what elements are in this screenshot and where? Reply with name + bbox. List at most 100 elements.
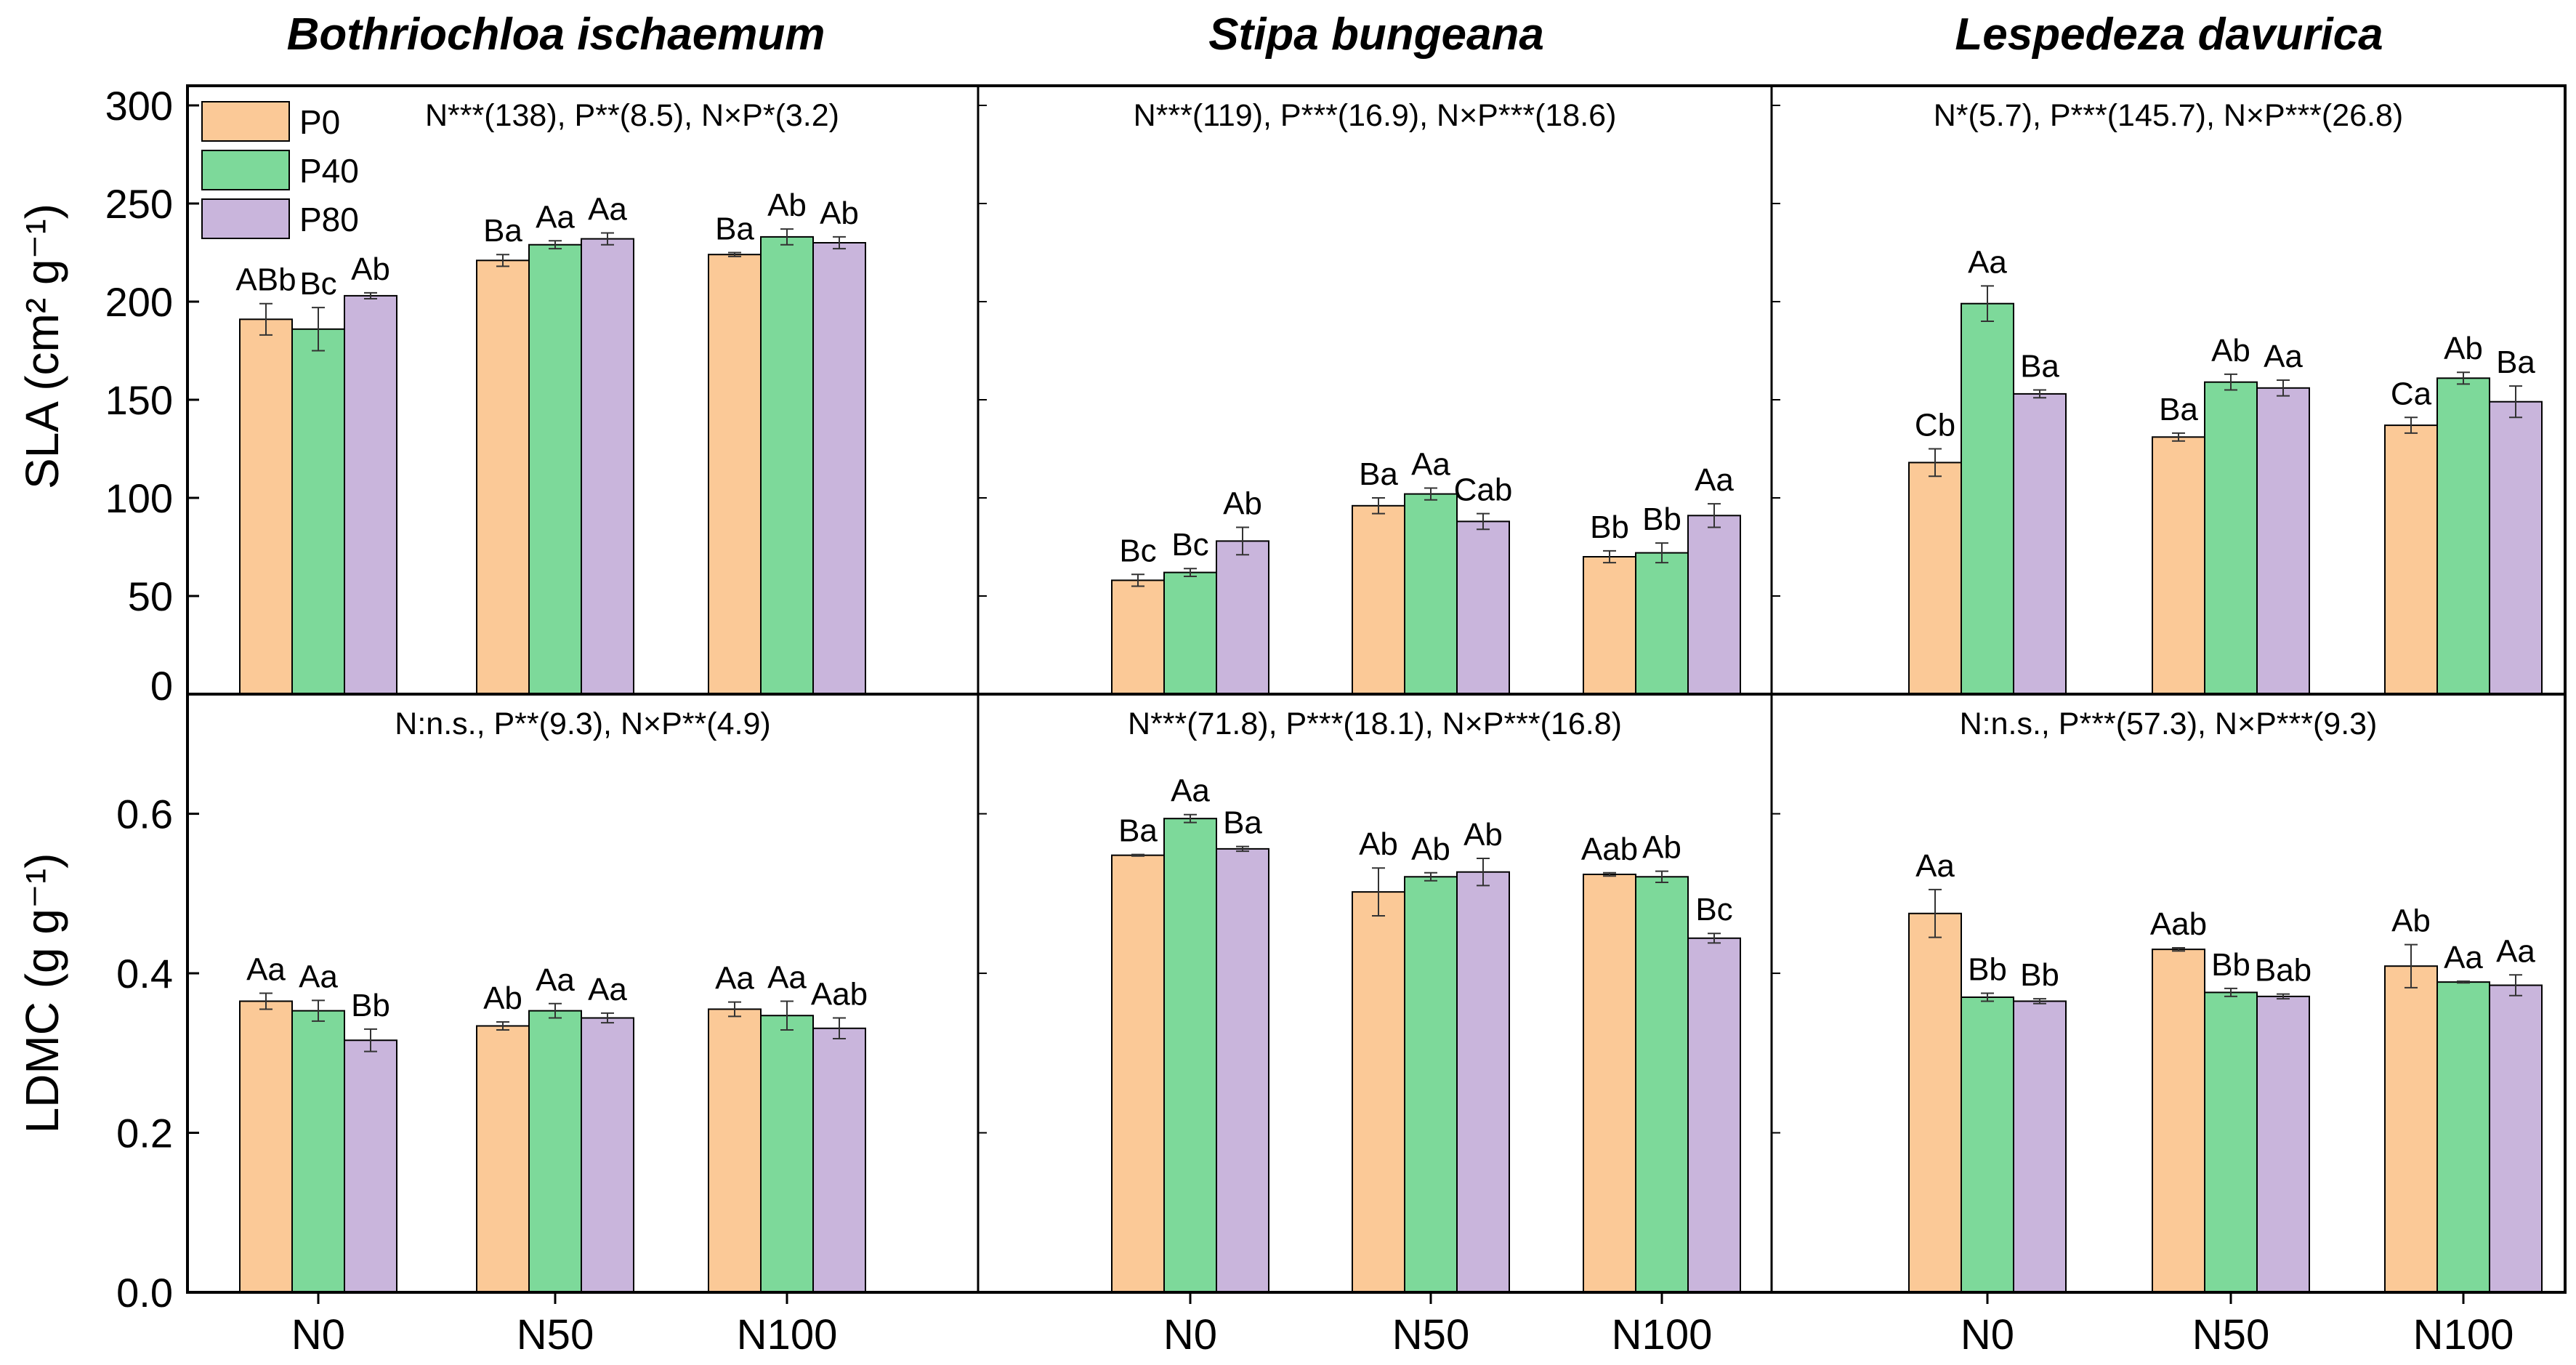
bar <box>291 328 345 695</box>
x-tick-label: N100 <box>1612 1311 1713 1358</box>
bar <box>1908 462 1962 696</box>
bar <box>1456 520 1510 696</box>
bar <box>2013 392 2067 696</box>
bar <box>812 242 866 695</box>
significance-letter: Ba <box>1359 456 1398 492</box>
significance-letter: Ab <box>351 251 390 287</box>
bar <box>1687 515 1741 695</box>
significance-letter: Ab <box>767 188 807 223</box>
significance-letter: ABb <box>235 262 296 298</box>
bar <box>528 1010 582 1294</box>
panel-title: Bothriochloa ischaemum <box>287 9 825 60</box>
significance-letter: Aa <box>588 972 627 1007</box>
bar <box>2384 424 2438 695</box>
significance-letter: Ba <box>2159 392 2198 427</box>
significance-letter: Aab <box>811 977 868 1012</box>
panel-sla-3: Cb Aa Ba Ba Ab Aa Ca Ab Ba N*(5.7), P***(145.7), … <box>1908 98 2543 696</box>
x-tick-label: N0 <box>1961 1311 2014 1358</box>
significance-letter: Ba <box>483 213 522 249</box>
panel-title: Stipa bungeana <box>1208 9 1544 60</box>
bar <box>2204 991 2258 1294</box>
y-tick-label: 0.6 <box>116 792 173 837</box>
y-axis-label: LDMC (g g⁻¹) <box>16 853 68 1134</box>
y-tick-label: 300 <box>105 83 173 129</box>
bar <box>1216 540 1269 696</box>
x-tick-label: N100 <box>2413 1311 2514 1358</box>
significance-letter: Aab <box>1581 832 1638 867</box>
bar <box>1583 556 1636 695</box>
bar <box>2384 965 2438 1293</box>
significance-letter: Bb <box>2211 947 2250 983</box>
significance-letter: Bc <box>1119 533 1156 568</box>
significance-letter: Ba <box>2020 349 2059 384</box>
bar <box>812 1027 866 1294</box>
significance-letter: Ca <box>2391 376 2432 411</box>
bar <box>1961 302 2014 695</box>
anova-stats-label: N***(71.8), P***(18.1), N×P***(16.8) <box>1128 706 1622 741</box>
bar <box>708 254 762 695</box>
anova-stats-label: N*(5.7), P***(145.7), N×P***(26.8) <box>1934 98 2404 133</box>
significance-letter: Ab <box>1463 817 1503 853</box>
significance-letter: Ab <box>2391 903 2431 939</box>
plot-frame <box>186 84 2567 1294</box>
bar <box>1456 871 1510 1293</box>
significance-letter: Bb <box>351 988 390 1023</box>
bar <box>760 235 814 695</box>
panel-title: Lespedeza davurica <box>1955 9 2383 60</box>
significance-letter: Aa <box>2496 933 2535 969</box>
legend-label: P40 <box>299 152 359 190</box>
significance-letter: Aa <box>2444 940 2483 975</box>
bar <box>2013 1000 2067 1294</box>
bar <box>581 1017 634 1293</box>
significance-letter: Aa <box>767 959 807 995</box>
y-tick-label: 0 <box>150 663 173 709</box>
legend-swatch <box>201 150 290 190</box>
significance-letter: Ba <box>2496 345 2535 380</box>
significance-letter: Ab <box>2211 333 2250 369</box>
significance-letter: Cab <box>1454 472 1513 508</box>
bar <box>2256 995 2310 1293</box>
significance-letter: Aa <box>299 959 338 994</box>
significance-letter: Bb <box>1590 510 1629 545</box>
significance-letter: Ab <box>1223 486 1262 522</box>
y-tick-label: 150 <box>105 377 173 423</box>
panel-sla-1: ABb Bc Ab Ba Aa Aa Ba Ab Ab N***(138), P**(8.5), … <box>235 98 866 696</box>
significance-letter: Aa <box>1411 447 1450 483</box>
significance-letter: Aa <box>246 952 286 988</box>
y-tick-label: 0.4 <box>116 951 173 996</box>
legend: P0 P40 P80 <box>201 101 359 239</box>
bar <box>2152 949 2205 1293</box>
y-axis-label: SLA (cm² g⁻¹) <box>16 204 68 489</box>
bar <box>1163 818 1217 1293</box>
bar <box>2436 377 2490 695</box>
significance-letter: Aa <box>536 962 575 998</box>
significance-letter: Bc <box>1695 892 1732 927</box>
bar <box>1111 854 1165 1294</box>
bar <box>1908 912 1962 1294</box>
y-tick-label: 0.2 <box>116 1111 173 1156</box>
bar <box>1404 876 1458 1293</box>
significance-letter: Ba <box>1118 813 1158 849</box>
significance-letter: Aab <box>2150 906 2207 942</box>
bar <box>1961 996 2014 1294</box>
bar <box>1635 876 1689 1293</box>
anova-stats-label: N:n.s., P**(9.3), N×P**(4.9) <box>395 706 770 741</box>
significance-letter: Ba <box>1223 805 1262 841</box>
y-tick-label: 200 <box>105 279 173 325</box>
bar <box>344 1039 397 1293</box>
bar <box>2489 400 2543 695</box>
significance-letter: Ab <box>1411 832 1450 867</box>
bar <box>2436 981 2490 1293</box>
bar <box>1111 579 1165 696</box>
significance-letter: Ab <box>820 196 859 231</box>
bar <box>528 243 582 695</box>
bar <box>581 238 634 696</box>
bar <box>291 1010 345 1294</box>
significance-letter: Ab <box>483 981 522 1016</box>
bar <box>1583 873 1636 1293</box>
significance-letter: Bb <box>1642 502 1681 537</box>
